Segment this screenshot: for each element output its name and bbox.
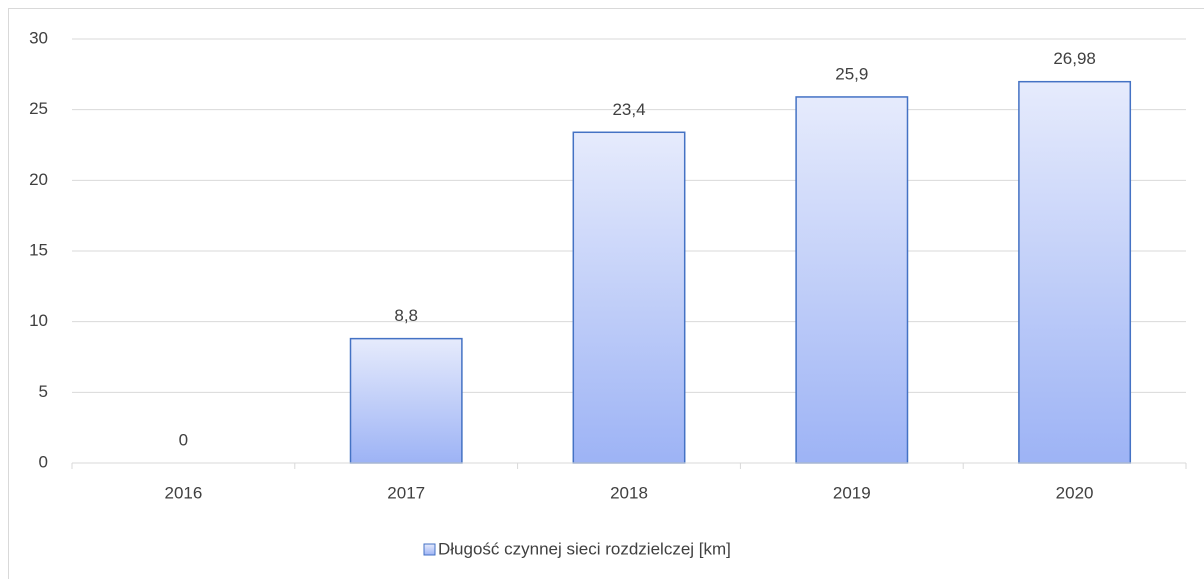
x-tick-label: 2019: [833, 483, 871, 502]
legend-label: Długość czynnej sieci rozdzielczej [km]: [438, 539, 731, 558]
y-tick-label: 5: [39, 382, 48, 401]
x-tick-label: 2016: [164, 483, 202, 502]
legend-swatch: [423, 543, 436, 556]
y-tick-label: 15: [29, 240, 48, 259]
bar: [349, 337, 463, 464]
chart-frame: [8, 8, 1204, 579]
y-tick-label: 25: [29, 99, 48, 118]
x-tick-label: 2018: [610, 483, 648, 502]
bar: [795, 96, 909, 464]
data-label: 25,9: [835, 64, 868, 83]
y-tick-label: 10: [29, 311, 48, 330]
bar: [1018, 80, 1132, 464]
x-tick-label: 2017: [387, 483, 425, 502]
y-tick-label: 0: [39, 452, 48, 471]
y-tick-label: 30: [29, 28, 48, 47]
data-label: 0: [179, 430, 188, 449]
x-tick-label: 2020: [1056, 483, 1094, 502]
data-label: 8,8: [394, 306, 418, 325]
y-tick-label: 20: [29, 170, 48, 189]
bar: [572, 131, 686, 464]
data-label: 23,4: [612, 100, 645, 119]
data-label: 26,98: [1053, 49, 1096, 68]
